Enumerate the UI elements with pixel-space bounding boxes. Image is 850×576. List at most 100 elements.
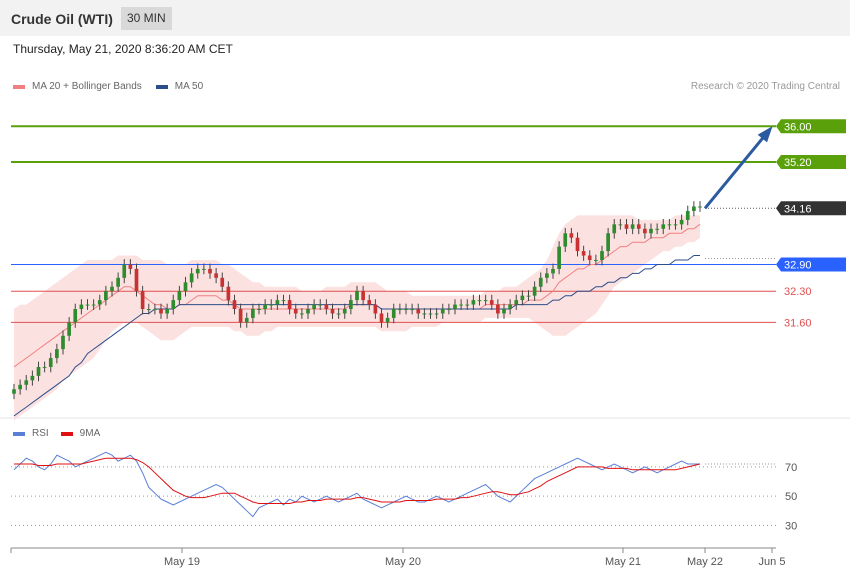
candle: [128, 259, 133, 275]
candle: [685, 205, 690, 226]
candle-body: [692, 206, 696, 211]
candle: [104, 285, 108, 306]
timeframe-badge[interactable]: 30 MIN: [121, 7, 172, 30]
x-tick-label: May 22: [687, 556, 723, 568]
candle: [551, 263, 555, 279]
candle-body: [391, 309, 396, 318]
candle-body: [618, 224, 623, 226]
candle: [110, 281, 114, 297]
candle-body: [226, 286, 231, 301]
candle: [18, 379, 22, 395]
candle-body: [30, 375, 35, 381]
candle: [410, 303, 414, 315]
candle: [440, 303, 445, 319]
candle: [624, 218, 629, 235]
candle-body: [293, 309, 298, 314]
candle: [581, 245, 586, 261]
candle: [30, 370, 35, 386]
candle-body: [612, 224, 617, 234]
x-tick-label: May 21: [605, 556, 641, 568]
candle-body: [18, 384, 22, 390]
candle: [251, 303, 255, 324]
candle-body: [471, 300, 476, 305]
timestamp: Thursday, May 21, 2020 8:36:20 AM CET: [13, 42, 233, 56]
candle: [391, 303, 396, 324]
candles: [12, 201, 702, 400]
candle: [398, 303, 402, 315]
credit-text: Research © 2020 Trading Central: [690, 81, 840, 92]
candle: [661, 218, 666, 235]
candle: [698, 201, 702, 212]
candle: [67, 317, 71, 342]
candle: [146, 303, 151, 315]
candle: [306, 303, 310, 319]
candle-body: [661, 224, 666, 229]
candle-body: [134, 268, 139, 292]
candle: [349, 294, 353, 315]
candle-body: [251, 309, 255, 318]
candle: [514, 294, 519, 310]
candle-body: [447, 309, 451, 311]
candle-body: [673, 224, 678, 226]
candle: [643, 223, 647, 239]
arrow-head: [757, 126, 773, 143]
candle: [606, 227, 610, 257]
candle: [545, 268, 549, 284]
candle-body: [128, 264, 133, 269]
candle: [416, 303, 421, 319]
candle: [36, 361, 41, 382]
candle-body: [312, 304, 316, 310]
candle: [293, 303, 298, 319]
level-tag-bg: [776, 201, 846, 216]
ma50-swatch: [155, 84, 168, 89]
candle: [520, 290, 525, 306]
level-tag-text: 32.90: [784, 259, 812, 271]
candle-body: [244, 317, 249, 323]
legend-9ma: 9MA: [79, 428, 101, 439]
candle-body: [459, 304, 463, 306]
level-tag-text: 35.20: [784, 157, 812, 169]
candle: [649, 223, 653, 239]
ma9-swatch: [60, 431, 73, 436]
candle: [214, 268, 218, 284]
candle-body: [410, 309, 414, 311]
candle-body: [520, 295, 525, 301]
bollinger-band-area: [14, 215, 700, 421]
level-tag-text: 34.16: [784, 203, 812, 215]
chart-header: Crude Oil (WTI) 30 MIN: [0, 0, 850, 36]
candle-body: [636, 224, 641, 229]
candle-body: [220, 277, 225, 287]
candle: [12, 383, 16, 400]
level-tag-36.00: 36.00: [776, 119, 846, 134]
candle: [208, 263, 212, 279]
candle: [538, 272, 543, 293]
candle-body: [91, 304, 96, 306]
candle-body: [36, 366, 41, 376]
candle-body: [67, 322, 71, 336]
candle-body: [385, 317, 390, 323]
candle: [244, 312, 249, 328]
candle-body: [416, 309, 421, 314]
candle-body: [453, 304, 457, 310]
candle: [673, 218, 678, 230]
candle-body: [685, 210, 690, 220]
level-tag-bg: [776, 119, 846, 134]
candle-body: [532, 286, 537, 296]
candle-body: [422, 313, 427, 315]
candle-body: [526, 295, 531, 297]
candle-body: [373, 304, 378, 314]
candle-body: [55, 349, 59, 359]
level-tag-bg: [776, 154, 846, 169]
candle: [324, 299, 329, 315]
candle-body: [189, 273, 194, 283]
candle-body: [606, 233, 610, 252]
candle-body: [79, 304, 84, 310]
candle: [281, 294, 286, 306]
candle: [232, 294, 237, 315]
candle-body: [202, 268, 206, 270]
arrow-shaft: [703, 128, 772, 210]
candle: [379, 308, 384, 328]
candle-body: [195, 268, 200, 274]
candle: [318, 299, 323, 310]
